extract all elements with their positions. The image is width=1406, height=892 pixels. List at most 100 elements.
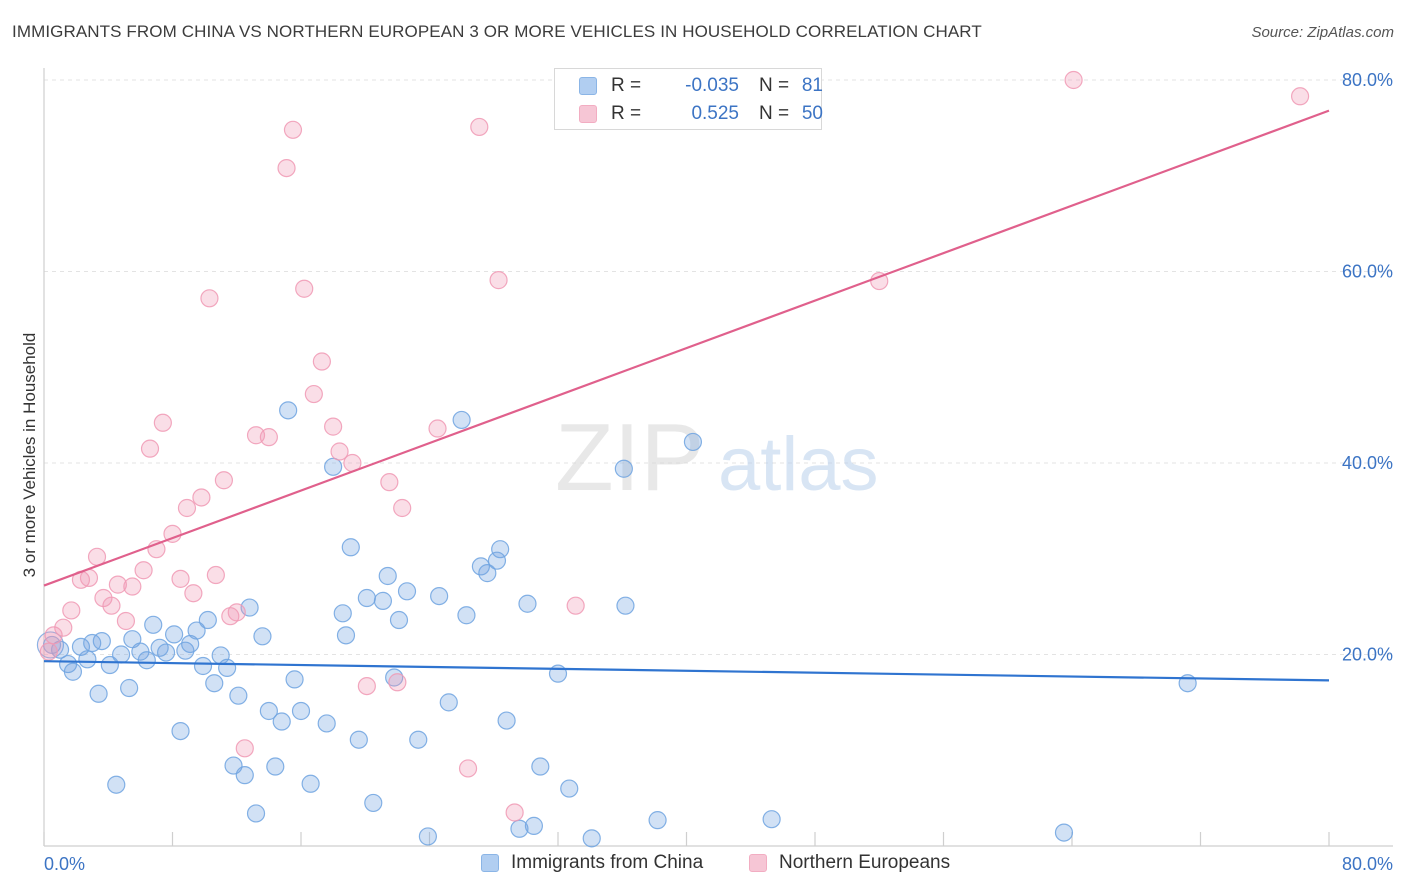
data-point-china: [193, 656, 213, 676]
stats-n-label: N =: [759, 103, 790, 124]
data-point-china: [1054, 823, 1074, 842]
data-point-china: [582, 829, 601, 848]
data-point-china: [266, 757, 285, 776]
data-point-china: [111, 645, 131, 664]
data-point-china: [246, 804, 266, 823]
series-northern-points: [39, 70, 1310, 822]
data-point-china: [683, 432, 703, 452]
data-point-china: [279, 401, 298, 420]
series-china-points: [36, 401, 1197, 848]
data-point-china: [187, 621, 206, 640]
x-tick-label-max: 80.0%: [1342, 854, 1393, 874]
data-point-northern: [123, 577, 142, 596]
data-point-northern: [566, 596, 585, 615]
data-point-china: [487, 551, 507, 570]
data-point-northern: [505, 803, 524, 822]
data-point-northern: [214, 471, 233, 490]
data-point-northern: [357, 676, 376, 696]
x-tick-label-min: 0.0%: [44, 854, 85, 874]
data-point-northern: [388, 673, 407, 692]
data-point-china: [409, 730, 428, 749]
stats-swatch-china: [579, 77, 597, 95]
data-point-northern: [140, 439, 160, 458]
data-point-northern: [259, 428, 278, 447]
data-point-china: [137, 651, 156, 670]
data-point-northern: [489, 271, 508, 290]
data-point-northern: [134, 561, 153, 580]
data-point-china: [120, 678, 139, 698]
data-point-china: [324, 457, 343, 476]
data-point-china: [560, 779, 579, 798]
data-point-northern: [295, 279, 314, 298]
data-point-northern: [1290, 87, 1310, 106]
data-point-china: [336, 626, 356, 645]
data-point-china: [531, 757, 550, 776]
data-point-china: [171, 721, 190, 741]
stats-r-label: R =: [611, 103, 642, 124]
data-point-china: [397, 582, 417, 601]
legend-label-northern: Northern Europeans: [779, 852, 951, 873]
data-point-china: [107, 775, 126, 794]
data-point-china: [341, 538, 360, 557]
data-point-china: [364, 793, 383, 813]
data-point-china: [291, 701, 311, 721]
data-point-china: [471, 557, 490, 576]
y-tick-label: 40.0%: [1342, 453, 1393, 473]
legend-item-china[interactable]: Immigrants from China: [481, 852, 703, 874]
trend-lines: [43, 109, 1330, 682]
legend-swatch-northern: [749, 854, 767, 872]
data-point-northern: [458, 759, 478, 778]
stats-legend: R = -0.035 N = 81 R = 0.525 N = 50: [554, 68, 823, 130]
data-point-northern: [393, 498, 412, 518]
data-point-china: [349, 730, 368, 749]
stats-n-value: 81: [801, 75, 823, 96]
data-point-china: [253, 627, 272, 646]
stats-r-value: -0.035: [685, 75, 739, 96]
data-point-northern: [312, 352, 331, 371]
stats-r-label: R =: [611, 75, 642, 96]
chart-title: IMMIGRANTS FROM CHINA VS NORTHERN EUROPE…: [12, 22, 982, 41]
data-point-northern: [324, 417, 343, 436]
data-point-china: [89, 684, 108, 703]
data-point-china: [165, 625, 184, 644]
data-point-china: [156, 643, 176, 662]
data-point-northern: [153, 413, 172, 432]
data-point-china: [92, 631, 111, 651]
data-point-china: [524, 816, 544, 835]
data-point-china: [63, 662, 83, 681]
y-tick-label: 80.0%: [1342, 70, 1393, 90]
data-point-china: [418, 827, 437, 846]
data-point-china: [614, 459, 633, 478]
data-point-northern: [192, 488, 211, 507]
data-point-northern: [206, 565, 225, 585]
y-tick-label: 60.0%: [1342, 262, 1393, 282]
legend-item-northern[interactable]: Northern Europeans: [749, 852, 950, 874]
data-point-china: [100, 655, 119, 675]
data-point-china: [229, 686, 248, 705]
data-point-china: [491, 540, 510, 559]
trend-line-northern: [43, 109, 1330, 587]
y-tick-labels: 20.0% 40.0% 60.0% 80.0%: [1342, 70, 1393, 665]
bottom-legend: Immigrants from China Northern Europeans: [0, 852, 1406, 876]
legend-swatch-china: [481, 854, 499, 872]
data-point-northern: [102, 596, 121, 615]
data-point-northern: [62, 601, 81, 620]
data-point-china: [373, 591, 393, 610]
data-point-northern: [380, 473, 399, 492]
data-point-china: [389, 610, 409, 630]
data-point-northern: [200, 289, 219, 308]
data-point-northern: [116, 611, 136, 631]
x-axis-ticks: [43, 832, 1330, 846]
legend-label-china: Immigrants from China: [511, 852, 704, 873]
data-point-northern: [283, 120, 303, 139]
data-point-northern: [330, 442, 349, 461]
data-point-china: [478, 564, 497, 583]
data-point-china: [452, 410, 471, 430]
data-point-northern: [177, 498, 197, 518]
data-point-northern: [39, 642, 58, 661]
y-tick-label: 20.0%: [1342, 645, 1393, 665]
data-point-china: [198, 610, 217, 630]
data-point-northern: [470, 117, 489, 137]
source-label: Source: ZipAtlas.com: [1251, 24, 1394, 41]
